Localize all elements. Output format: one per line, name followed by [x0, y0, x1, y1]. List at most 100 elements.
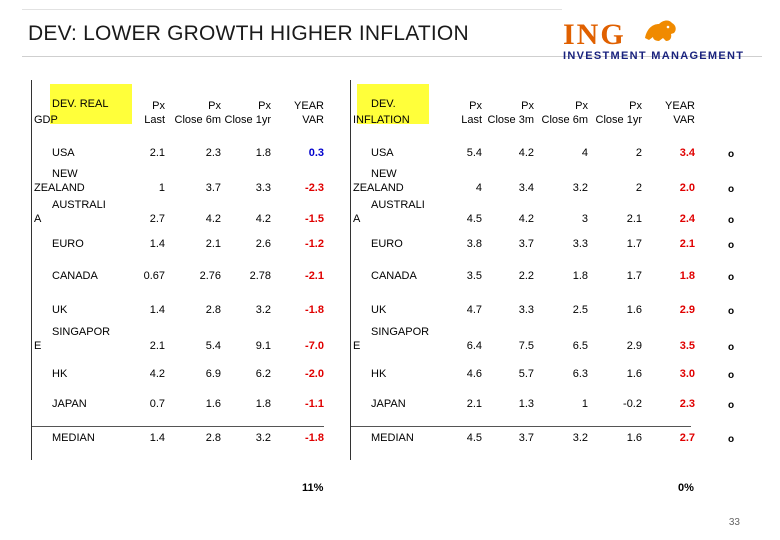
inflation-row-name: EURO — [371, 238, 403, 250]
inflation-col-header-1-line1: Px — [521, 100, 534, 112]
inflation-cell: 3.3 — [572, 238, 588, 250]
inflation-row-name-cont: A — [353, 213, 361, 225]
gdp-cell: -2.0 — [305, 368, 324, 380]
inflation-col-header-3-line1: Px — [629, 100, 642, 112]
gdp-cell: 4.2 — [205, 213, 221, 225]
inflation-cell: 1 — [581, 398, 588, 410]
inflation-row-name-cont: ZEALAND — [353, 182, 404, 194]
inflation-cell: -0.2 — [623, 398, 642, 410]
inflation-cell: 3.8 — [466, 238, 482, 250]
inflation-cell: 2.1 — [626, 213, 642, 225]
gdp-cell: 2.8 — [205, 304, 221, 316]
inflation-header-label-2: INFLATION — [353, 114, 410, 126]
inflation-row-name: UK — [371, 304, 387, 316]
gdp-col-header-3-line1: YEAR — [294, 100, 324, 112]
inflation-col-header-1-line2: Close 3m — [487, 114, 534, 126]
inflation-header-highlight — [357, 84, 429, 124]
gdp-cell: 0.7 — [149, 398, 165, 410]
inflation-cell: 1.3 — [518, 398, 534, 410]
inflation-cell: 6.3 — [572, 368, 588, 380]
inflation-row-marker: o — [728, 370, 735, 381]
inflation-cell: 3.4 — [518, 182, 534, 194]
inflation-cell: 2.1 — [679, 238, 695, 250]
inflation-cell: 2.1 — [466, 398, 482, 410]
inflation-cell: 1.7 — [626, 270, 642, 282]
inflation-row-name: MEDIAN — [371, 432, 414, 444]
inflation-col-header-0-line1: Px — [469, 100, 482, 112]
inflation-cell: 4.7 — [466, 304, 482, 316]
inflation-cell: 4 — [581, 147, 588, 159]
inflation-row-name: JAPAN — [371, 398, 406, 410]
gdp-cell: -1.2 — [305, 238, 324, 250]
gdp-cell: 1.6 — [205, 398, 221, 410]
inflation-row-marker: o — [728, 306, 735, 317]
gdp-cell: 1.8 — [255, 398, 271, 410]
inflation-row-marker: o — [728, 149, 735, 160]
inflation-median-separator — [351, 426, 691, 427]
inflation-row-marker: o — [728, 215, 735, 226]
inflation-col-header-3-line2: Close 1yr — [595, 114, 642, 126]
inflation-cell: 1.6 — [626, 368, 642, 380]
gdp-cell: -2.3 — [305, 182, 324, 194]
gdp-median-separator — [32, 426, 324, 427]
inflation-cell: 1.8 — [679, 270, 695, 282]
gdp-cell: -1.1 — [305, 398, 324, 410]
inflation-cell: 3.5 — [466, 270, 482, 282]
inflation-cell: 4.2 — [518, 213, 534, 225]
inflation-row-name: SINGAPOR — [371, 326, 430, 338]
inflation-row-name: USA — [371, 147, 394, 159]
inflation-col-header-2-line2: Close 6m — [541, 114, 588, 126]
gdp-cell: 2.1 — [149, 147, 165, 159]
inflation-row-name: CANADA — [371, 270, 417, 282]
inflation-table: DEV. INFLATION Px Last Px Close 3m Px Close 6m P… — [350, 80, 734, 460]
inflation-row-marker: o — [728, 342, 735, 353]
gdp-header-label-1: DEV. REAL — [52, 98, 109, 110]
inflation-row-name: HK — [371, 368, 387, 380]
inflation-cell: 4.5 — [466, 432, 482, 444]
page-title: DEV: LOWER GROWTH HIGHER INFLATION — [28, 22, 469, 45]
page-number: 33 — [728, 517, 740, 528]
inflation-cell: 3.4 — [679, 147, 695, 159]
inflation-cell: 2.2 — [518, 270, 534, 282]
inflation-row-name-cont: E — [353, 340, 361, 352]
inflation-cell: 1.6 — [626, 432, 642, 444]
gdp-header-label-2: GDP — [34, 114, 58, 126]
gdp-cell: 3.2 — [255, 304, 271, 316]
inflation-cell: 3 — [581, 213, 588, 225]
inflation-cell: 2.9 — [626, 340, 642, 352]
title-top-rule — [22, 9, 562, 10]
gdp-cell: 2.1 — [149, 340, 165, 352]
inflation-cell: 7.5 — [518, 340, 534, 352]
inflation-cell: 1.6 — [626, 304, 642, 316]
title-divider — [22, 56, 762, 57]
gdp-row-name-cont: A — [34, 213, 42, 225]
gdp-cell: 1.8 — [255, 147, 271, 159]
gdp-col-header-2-line1: Px — [258, 100, 271, 112]
inflation-cell: 1.7 — [626, 238, 642, 250]
gdp-row-name: HK — [52, 368, 68, 380]
inflation-row-marker: o — [728, 434, 735, 445]
gdp-cell: 1 — [158, 182, 165, 194]
inflation-cell: 2.5 — [572, 304, 588, 316]
inflation-row-marker: o — [728, 240, 735, 251]
gdp-cell: 0.67 — [143, 270, 165, 282]
gdp-col-header-2-line2: Close 1yr — [224, 114, 271, 126]
inflation-cell: 4.6 — [466, 368, 482, 380]
gdp-row-name: UK — [52, 304, 68, 316]
gdp-cell: 3.7 — [205, 182, 221, 194]
gdp-cell: 2.3 — [205, 147, 221, 159]
gdp-row-name: CANADA — [52, 270, 98, 282]
inflation-col-header-4-line1: YEAR — [665, 100, 695, 112]
gdp-cell: -7.0 — [305, 340, 324, 352]
inflation-cell: 3.7 — [518, 238, 534, 250]
logo-wordmark: ING — [563, 18, 626, 51]
inflation-cell: 2.0 — [679, 182, 695, 194]
inflation-col-header-2-line1: Px — [575, 100, 588, 112]
inflation-cell: 3.2 — [572, 182, 588, 194]
gdp-cell: 2.7 — [149, 213, 165, 225]
gdp-row-name: USA — [52, 147, 75, 159]
lion-icon — [645, 20, 676, 41]
gdp-cell: 1.4 — [149, 304, 165, 316]
inflation-row-marker: o — [728, 400, 735, 411]
gdp-col-header-3-line2: VAR — [302, 114, 324, 126]
